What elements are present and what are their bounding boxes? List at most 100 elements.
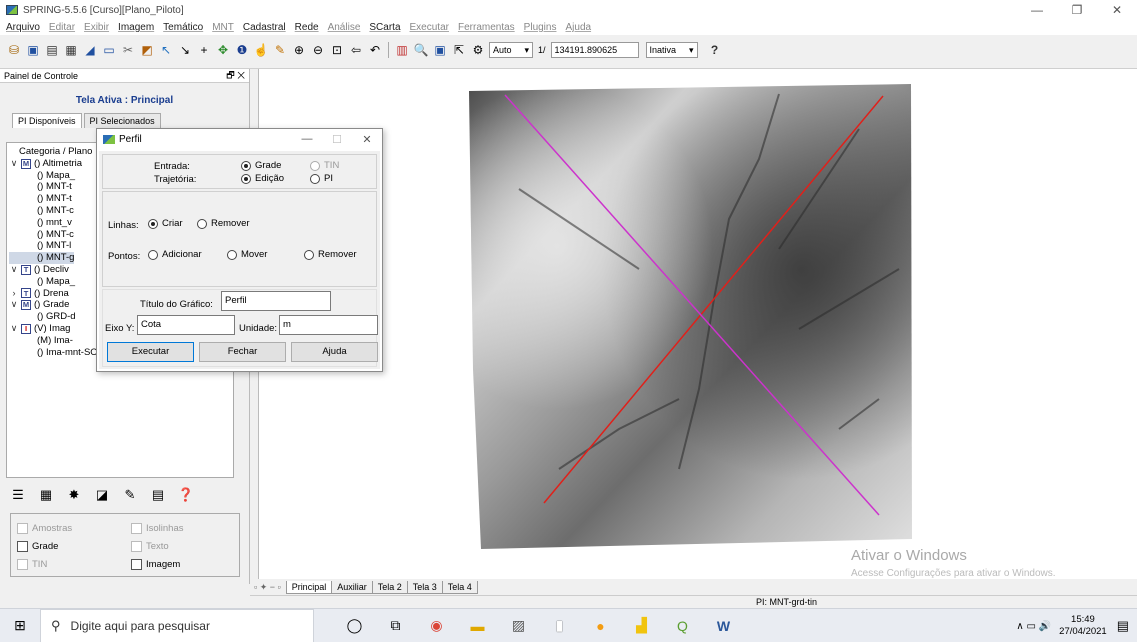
project-icon[interactable]: ▣ <box>27 43 39 57</box>
ajuda-button[interactable]: Ajuda <box>291 342 378 362</box>
expand-icon[interactable]: ∨ <box>10 299 18 310</box>
profile-line-magenta[interactable] <box>504 94 880 516</box>
status-select[interactable]: Inativa ▾ <box>645 42 698 58</box>
zoom-in-icon[interactable]: ⊕ <box>293 43 305 57</box>
back-icon[interactable]: ⇦ <box>350 43 362 57</box>
checkbox-isolinhas[interactable]: Isolinhas <box>131 523 184 534</box>
frame-icon[interactable]: ▣ <box>434 43 446 57</box>
undo-icon[interactable]: ↶ <box>369 43 381 57</box>
dialog-minimize-button[interactable]: — <box>301 133 313 145</box>
radio-entrada-grade[interactable]: Grade <box>241 160 281 171</box>
scissors-icon[interactable]: ✂ <box>122 43 134 57</box>
tree-item[interactable]: () MNT-c <box>9 229 233 241</box>
dialog-maximize-button[interactable]: ☐ <box>332 133 342 146</box>
menu-item-editar[interactable]: Editar <box>48 22 76 33</box>
link-icon[interactable]: ⚙ <box>472 43 484 57</box>
tree-item[interactable]: ∨ I (V) Imag <box>9 323 233 335</box>
screen-tab-auxiliar[interactable]: Auxiliar <box>331 580 373 594</box>
tree-item[interactable]: () MNT-c <box>9 205 233 217</box>
menu-item-ajuda[interactable]: Ajuda <box>565 22 592 33</box>
clock[interactable]: 15:49 27/04/2021 <box>1059 614 1107 638</box>
radio-trajetoria-edicao[interactable]: Edição <box>241 173 284 184</box>
tree-item[interactable]: ∨ M() Altimetria <box>9 158 233 170</box>
pointer-icon[interactable]: ☝ <box>253 43 269 57</box>
add-icon[interactable]: + <box>200 43 208 57</box>
screen-tab-principal[interactable]: Principal <box>285 580 333 594</box>
minimize-button[interactable]: — <box>1031 3 1043 17</box>
restore-button[interactable]: ❐ <box>1071 3 1083 17</box>
chart-app-icon[interactable]: ▟ <box>636 617 647 633</box>
dialog-close-button[interactable]: ✕ <box>362 133 372 146</box>
app-icon[interactable]: ▨ <box>511 617 526 633</box>
menu-item-cadastral[interactable]: Cadastral <box>242 22 286 33</box>
tree-item[interactable]: Categoria / Plano <box>9 146 233 158</box>
map-canvas[interactable]: Ativar o Windows Acesse Configurações pa… <box>258 69 1137 579</box>
menu-item-plugins[interactable]: Plugins <box>523 22 557 33</box>
tree-item[interactable]: () Ima-mnt-SOM <box>9 347 233 359</box>
pencil-icon[interactable]: ✎ <box>124 487 136 502</box>
radio-trajetoria-pi[interactable]: PI <box>310 173 333 184</box>
radio-linhas-remover[interactable]: Remover <box>197 218 250 229</box>
category-icon[interactable]: ▤ <box>46 43 58 57</box>
screen-tab-tela-3[interactable]: Tela 3 <box>406 580 443 594</box>
tree-item[interactable]: () MNT-t <box>9 181 233 193</box>
scale-input[interactable]: 134191.890625 <box>550 42 639 58</box>
tree-item[interactable]: () MNT-l <box>9 240 233 252</box>
titulo-grafico-input[interactable]: Perfil <box>221 291 331 311</box>
help-icon[interactable]: ? <box>710 43 719 57</box>
info-icon[interactable]: ❶ <box>236 43 248 57</box>
tree-item[interactable]: (M) Ima- <box>9 335 233 347</box>
browser-icon[interactable]: ● <box>596 617 605 634</box>
draw-icon[interactable]: ◢ <box>85 43 95 57</box>
checkbox-grade[interactable]: Grade <box>17 541 58 552</box>
cortana-icon[interactable]: ◯ <box>346 617 363 633</box>
expand-icon[interactable]: ∨ <box>10 157 18 168</box>
tab-nav-icons[interactable]: ▫ ✦ − ▫ <box>254 581 281 592</box>
close-button[interactable]: ✕ <box>1111 3 1123 17</box>
expand-icon[interactable]: › <box>12 287 16 298</box>
executar-button[interactable]: Executar <box>107 342 194 362</box>
palette-icon[interactable]: ▥ <box>396 43 408 57</box>
zoom-out-icon[interactable]: ⊖ <box>312 43 324 57</box>
chart-icon[interactable]: ◪ <box>95 487 109 502</box>
tree-item[interactable]: ∨ T() Decliv <box>9 264 233 276</box>
panel-controls[interactable]: 🗗 ✕ <box>226 69 245 80</box>
radio-linhas-criar[interactable]: Criar <box>148 218 183 229</box>
pan-icon[interactable]: ✥ <box>217 43 229 57</box>
grid-icon[interactable]: ▦ <box>65 43 77 57</box>
menu-item-temático[interactable]: Temático <box>163 22 204 33</box>
menu-item-arquivo[interactable]: Arquivo <box>6 22 40 33</box>
tab-pi-disponiveis[interactable]: PI Disponíveis <box>12 113 82 128</box>
notification-icon[interactable]: ▤ <box>1116 618 1129 633</box>
unidade-input[interactable]: m <box>279 315 378 335</box>
tree-item[interactable]: () MNT-g <box>9 252 233 264</box>
radio-pontos-mover[interactable]: Mover <box>227 249 267 260</box>
menu-item-rede[interactable]: Rede <box>294 22 319 33</box>
zoom-dropdown-icon[interactable]: 🔍 <box>413 43 429 57</box>
cursor-icon[interactable]: ↘ <box>179 43 191 57</box>
tree-item[interactable]: () mnt_v <box>9 217 233 229</box>
checkbox-tin[interactable]: TIN <box>17 559 47 570</box>
cursor-plus-icon[interactable]: ⇱ <box>453 43 465 57</box>
help-icon[interactable]: ❓ <box>177 487 195 502</box>
menu-item-exibir[interactable]: Exibir <box>84 22 110 33</box>
tree-item[interactable]: () MNT-t <box>9 193 233 205</box>
qgis-icon[interactable]: Q <box>677 617 688 634</box>
fechar-button[interactable]: Fechar <box>199 342 286 362</box>
elevation-map[interactable] <box>259 69 1137 579</box>
eixo-y-input[interactable]: Cota <box>137 315 235 335</box>
grid-icon[interactable]: ▦ <box>39 487 53 502</box>
pencil-icon[interactable]: ✎ <box>274 43 286 57</box>
radio-entrada-tin[interactable]: TIN <box>310 160 339 171</box>
screen-tab-tela-2[interactable]: Tela 2 <box>371 580 408 594</box>
zoom-area-icon[interactable]: ⊡ <box>331 43 343 57</box>
windows-start-icon[interactable]: ⊞ <box>14 617 26 633</box>
tree-item[interactable]: ∨ M() Grade <box>9 299 233 311</box>
radio-pontos-adicionar[interactable]: Adicionar <box>148 249 202 260</box>
checkbox-texto[interactable]: Texto <box>131 541 169 552</box>
profile-line-red[interactable] <box>543 95 884 504</box>
expand-icon[interactable]: ∨ <box>10 322 18 333</box>
layers-icon[interactable]: ✸ <box>68 487 80 502</box>
menu-item-imagem[interactable]: Imagem <box>118 22 155 33</box>
image-icon[interactable]: ◩ <box>141 43 153 57</box>
